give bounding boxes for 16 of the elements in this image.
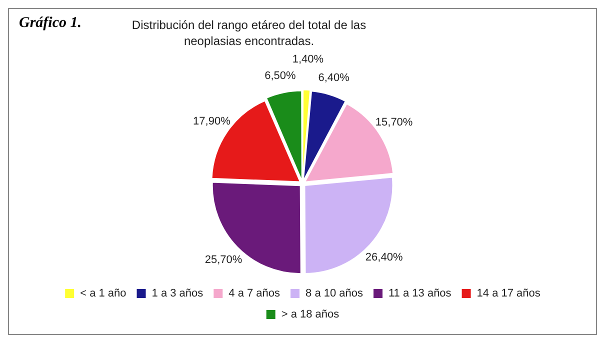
legend-label: 11 a 13 años: [388, 288, 452, 300]
data-label: 17,90%: [193, 115, 231, 128]
legend-label: 14 a 17 años: [476, 288, 541, 300]
legend-label: 8 a 10 años: [306, 288, 364, 300]
data-label: 15,70%: [375, 116, 413, 129]
chart-title: Distribución del rango etáreo del total de las neoplasias encontradas.: [130, 17, 368, 49]
legend-label: < a 1 año: [80, 288, 126, 300]
legend-label: 4 a 7 años: [228, 288, 281, 300]
legend-label: 1 a 3 años: [152, 288, 204, 300]
data-label: 1,40%: [292, 54, 324, 66]
data-label: 26,40%: [365, 251, 403, 264]
data-label: 25,70%: [204, 254, 242, 266]
data-label: 6,50%: [264, 70, 296, 82]
text: Gráfico 1.: [19, 15, 82, 32]
legend-label: > a 18 años: [281, 308, 340, 321]
data-label: 6,40%: [318, 72, 350, 84]
